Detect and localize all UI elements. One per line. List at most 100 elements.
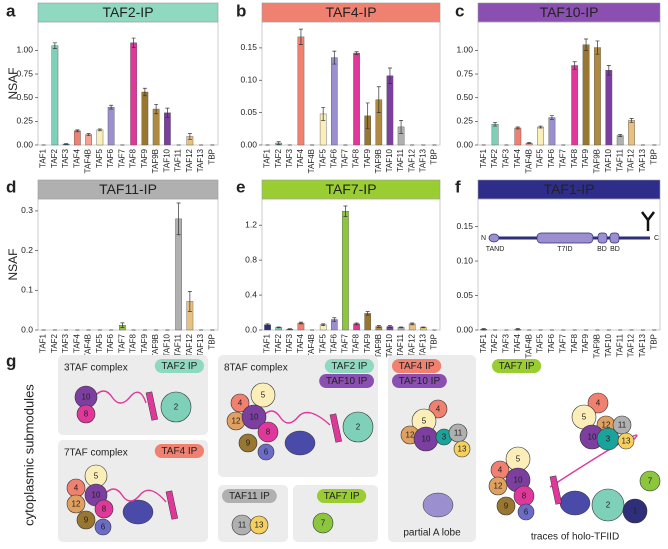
helix (145, 391, 158, 421)
error-bar (64, 143, 69, 145)
error-bar (298, 28, 303, 46)
chart-title: TAF7-IP (325, 181, 376, 197)
plot-frame (477, 21, 661, 146)
x-tick-label: TAF13 (638, 148, 647, 172)
y-tick-label: 1.2 (245, 219, 257, 229)
x-tick-label: TAF9 (140, 148, 149, 168)
y-tick-label: 0.00 (456, 324, 473, 334)
domain-label: BD (597, 246, 607, 253)
ip-tag (154, 444, 204, 458)
subunit-label: 2 (174, 403, 179, 412)
x-tick-label: TAF10 (162, 148, 171, 172)
subunit-label: 7 (321, 519, 326, 528)
subunit (241, 404, 267, 430)
x-tick-label: TAF7 (117, 148, 126, 168)
ip-tag (319, 374, 374, 388)
bar (616, 135, 624, 146)
x-tick-label: TAF9B (151, 149, 160, 173)
bar (107, 106, 115, 146)
ip-tag-label: TAF10 IP (399, 376, 441, 387)
domain-label: TAND (486, 246, 505, 253)
error-bar (606, 65, 611, 76)
subunit (250, 382, 276, 408)
x-tick-label: TAF8 (352, 333, 361, 353)
x-tick-label: TAF9B (374, 149, 383, 173)
x-tick-label: TAF4B (307, 334, 316, 358)
error-bar (376, 86, 381, 113)
bar (353, 52, 360, 146)
x-tick-label: TAF12 (407, 333, 416, 357)
error-bar (515, 328, 520, 331)
subunit (66, 494, 86, 514)
group-caption: partial A lobe (403, 528, 461, 539)
x-tick-label: TAF1 (39, 148, 48, 168)
bar (74, 130, 81, 146)
x-tick-label: TAF2 (490, 333, 499, 353)
subunit-label: 5 (261, 391, 266, 400)
subunit (94, 518, 112, 536)
x-tick-label: TAF12 (627, 148, 636, 172)
x-tick-label: TAF10 (162, 333, 171, 357)
x-tick-label: TAF7 (117, 333, 126, 353)
terminus: C (654, 235, 659, 242)
x-tick-label: TAF3 (61, 148, 70, 168)
antibody (641, 211, 655, 231)
ip-tag (222, 489, 277, 503)
subunit-label: 1 (633, 507, 638, 516)
bar (605, 70, 613, 146)
error-bar (142, 87, 147, 97)
y-tick-label: 0.0 (245, 324, 257, 334)
error-bar (399, 326, 404, 329)
subunit-label: 10 (250, 413, 259, 422)
error-bar (165, 107, 170, 118)
group-title: 8TAF complex (224, 363, 288, 374)
bar (297, 36, 305, 146)
subunit (639, 470, 661, 492)
x-tick-label: TAF11 (174, 148, 183, 171)
error-bar (176, 202, 181, 236)
y-tick-label: 0.00 (16, 139, 33, 149)
error-bar (481, 328, 486, 331)
chart-title: TAF10-IP (540, 4, 599, 20)
x-tick-label: TAF8 (570, 148, 579, 168)
x-tick-label: TAF5 (536, 148, 545, 168)
plot-frame (37, 198, 219, 331)
subunit-label: 10 (422, 435, 431, 444)
subunit (257, 421, 279, 443)
error-bar (493, 121, 498, 127)
x-tick-label: TAF12 (407, 148, 416, 172)
y-tick-label: 0.25 (456, 116, 473, 126)
subunit-label: 4 (238, 399, 243, 408)
ip-tag-label: TAF7 IP (499, 361, 535, 372)
x-tick-label: TAF4 (513, 148, 522, 168)
y-tick-label: 1.00 (16, 45, 33, 55)
bar (330, 57, 338, 146)
ip-tag (324, 359, 374, 373)
error-bar (365, 311, 370, 316)
x-tick-label: TAF9 (140, 333, 149, 353)
domain (597, 232, 608, 244)
x-tick-label: TAF1 (479, 333, 488, 353)
ip-tag (492, 359, 542, 373)
group-caption: traces of holo-TFIID (531, 532, 619, 543)
bar (514, 127, 522, 146)
y-tick-label: 0.50 (16, 92, 33, 102)
chart-title: TAF1-IP (543, 181, 594, 197)
error-bar (629, 118, 634, 123)
x-tick-label: TBP (430, 149, 439, 165)
subunit (617, 432, 635, 450)
bar (537, 126, 544, 146)
x-tick-label: TAF11 (174, 333, 183, 356)
error-bar (276, 141, 281, 145)
error-bar (421, 326, 426, 329)
x-tick-label: TAF1 (263, 333, 272, 353)
y-tick-label: 0.15 (456, 221, 473, 231)
subunit-label: 13 (458, 445, 467, 454)
ip-tag-label: TAF4 IP (161, 446, 197, 457)
x-tick-label: TAF1 (39, 333, 48, 353)
subunit-label: 6 (264, 448, 269, 457)
x-tick-label: TAF4B (307, 149, 316, 173)
x-tick-label: TAF3 (502, 148, 511, 168)
x-tick-label: TAF12 (627, 333, 636, 357)
x-tick-label: TAF3 (285, 148, 294, 168)
